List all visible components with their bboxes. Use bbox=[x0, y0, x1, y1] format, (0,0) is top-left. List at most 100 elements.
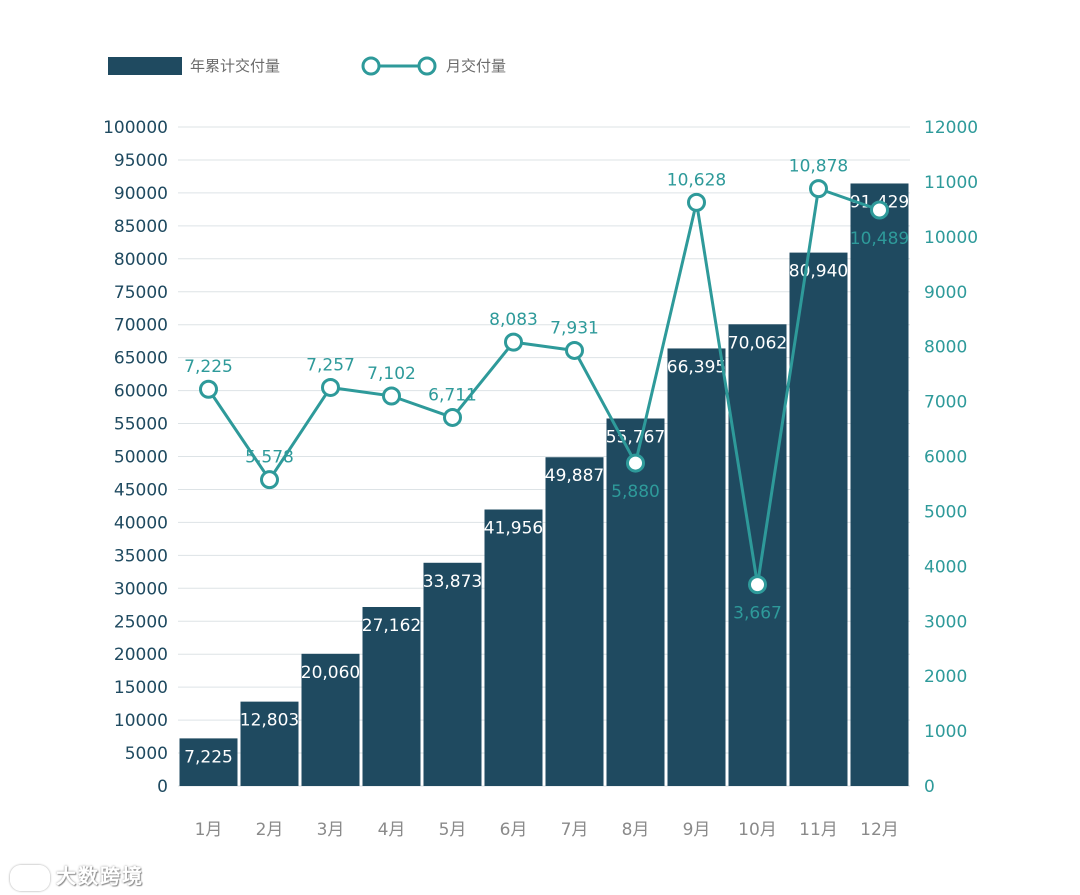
bar-data-label: 27,162 bbox=[362, 616, 421, 636]
y-left-tick-label: 10000 bbox=[114, 711, 168, 731]
line-data-label: 5,880 bbox=[611, 482, 660, 502]
bar bbox=[484, 509, 543, 786]
bar bbox=[362, 607, 421, 786]
legend: 年累计交付量 月交付量 bbox=[108, 56, 506, 76]
y-left-tick-label: 75000 bbox=[114, 283, 168, 303]
line-point bbox=[321, 377, 340, 397]
y-left-tick-label: 70000 bbox=[114, 316, 168, 336]
y-right-tick-label: 3000 bbox=[924, 612, 967, 632]
y-axis-left: 0 5000 10000 15000 20000 25000 30000 35000 40000… bbox=[103, 118, 168, 797]
bar bbox=[728, 324, 787, 786]
y-left-tick-label: 90000 bbox=[114, 184, 168, 204]
y-left-tick-label: 85000 bbox=[114, 217, 168, 237]
line-point bbox=[870, 200, 889, 220]
y-left-tick-label: 60000 bbox=[114, 382, 168, 402]
x-tick-label: 6月 bbox=[500, 820, 528, 840]
x-tick-label: 11月 bbox=[799, 820, 838, 840]
y-right-tick-label: 8000 bbox=[924, 338, 967, 358]
line-point bbox=[382, 386, 401, 406]
line-data-label: 6,711 bbox=[428, 385, 477, 405]
line-data-label: 7,225 bbox=[184, 357, 233, 377]
y-left-tick-label: 45000 bbox=[114, 480, 168, 500]
y-left-tick-label: 15000 bbox=[114, 678, 168, 698]
legend-line-marker-left bbox=[361, 56, 381, 76]
series-line bbox=[207, 187, 880, 587]
line-point bbox=[565, 340, 584, 360]
line-point bbox=[443, 407, 462, 427]
legend-bar-label: 年累计交付量 bbox=[190, 57, 280, 75]
y-right-tick-label: 9000 bbox=[924, 283, 967, 303]
y-left-tick-label: 25000 bbox=[114, 612, 168, 632]
line-data-label: 7,102 bbox=[367, 364, 416, 384]
bar bbox=[301, 653, 360, 786]
y-right-tick-label: 10000 bbox=[924, 228, 978, 248]
x-tick-label: 5月 bbox=[439, 820, 467, 840]
x-tick-label: 9月 bbox=[683, 820, 711, 840]
bar-data-label: 7,225 bbox=[184, 747, 233, 767]
line-point bbox=[748, 575, 767, 595]
bar bbox=[789, 252, 848, 786]
bar bbox=[545, 457, 604, 786]
bar-series bbox=[179, 183, 909, 786]
legend-bar-swatch bbox=[108, 57, 182, 75]
y-right-tick-label: 4000 bbox=[924, 557, 967, 577]
x-tick-label: 1月 bbox=[195, 820, 223, 840]
y-left-tick-label: 95000 bbox=[114, 151, 168, 171]
x-tick-label: 2月 bbox=[256, 820, 284, 840]
bar-data-label: 66,395 bbox=[667, 357, 726, 377]
line-data-label: 7,931 bbox=[550, 318, 599, 338]
y-right-tick-label: 6000 bbox=[924, 448, 967, 468]
line-point bbox=[504, 332, 523, 352]
line-point bbox=[199, 379, 218, 399]
y-right-tick-label: 1000 bbox=[924, 722, 967, 742]
line-point bbox=[260, 470, 279, 490]
y-right-tick-label: 7000 bbox=[924, 393, 967, 413]
watermark-text: 大数跨境 bbox=[56, 864, 144, 888]
y-left-tick-label: 5000 bbox=[125, 744, 168, 764]
line-data-label: 10,628 bbox=[667, 170, 726, 190]
line-data-label: 10,489 bbox=[850, 229, 909, 249]
bar-data-label: 55,767 bbox=[606, 427, 665, 447]
y-right-tick-label: 2000 bbox=[924, 667, 967, 687]
bar bbox=[667, 348, 726, 786]
bar-data-label: 12,803 bbox=[240, 711, 299, 731]
line-data-label: 5,578 bbox=[245, 448, 294, 468]
bar bbox=[850, 183, 909, 786]
bar bbox=[240, 701, 299, 786]
y-right-tick-label: 0 bbox=[924, 777, 935, 797]
y-axis-right: 0 1000 2000 3000 4000 5000 6000 7000 8000 9000 100… bbox=[924, 118, 978, 797]
x-tick-label: 12月 bbox=[860, 820, 899, 840]
bar-data-label: 41,956 bbox=[484, 519, 543, 539]
line-point bbox=[809, 179, 828, 199]
y-right-tick-label: 12000 bbox=[924, 118, 978, 138]
y-left-tick-label: 0 bbox=[157, 777, 168, 797]
bar-data-label: 80,940 bbox=[789, 262, 848, 282]
line-point bbox=[687, 192, 706, 212]
y-left-tick-label: 65000 bbox=[114, 349, 168, 369]
x-tick-label: 10月 bbox=[738, 820, 777, 840]
y-left-tick-label: 80000 bbox=[114, 250, 168, 270]
line-data-label: 10,878 bbox=[789, 157, 848, 177]
y-right-tick-label: 11000 bbox=[924, 173, 978, 193]
y-left-tick-label: 35000 bbox=[114, 546, 168, 566]
y-left-tick-label: 40000 bbox=[114, 513, 168, 533]
bar-data-label: 20,060 bbox=[301, 663, 360, 683]
watermark: 大数跨境 bbox=[10, 860, 144, 891]
line-point bbox=[626, 453, 645, 473]
bar bbox=[179, 738, 238, 786]
x-axis: 1月 2月 3月 4月 5月 6月 7月 8月 9月 10月 11月 12月 bbox=[195, 820, 899, 840]
y-left-tick-label: 55000 bbox=[114, 415, 168, 435]
legend-line-marker-right bbox=[417, 56, 437, 76]
bar bbox=[423, 562, 482, 786]
line-data-label: 8,083 bbox=[489, 310, 538, 330]
bar-data-label: 70,062 bbox=[728, 333, 787, 353]
x-tick-label: 7月 bbox=[561, 820, 589, 840]
y-right-tick-label: 5000 bbox=[924, 502, 967, 522]
line-data-label: 7,257 bbox=[306, 355, 355, 375]
x-tick-label: 4月 bbox=[378, 820, 406, 840]
line-data-label: 3,667 bbox=[733, 604, 782, 624]
bar bbox=[606, 418, 665, 786]
legend-line-label: 月交付量 bbox=[446, 57, 506, 75]
y-left-tick-label: 100000 bbox=[103, 118, 168, 138]
